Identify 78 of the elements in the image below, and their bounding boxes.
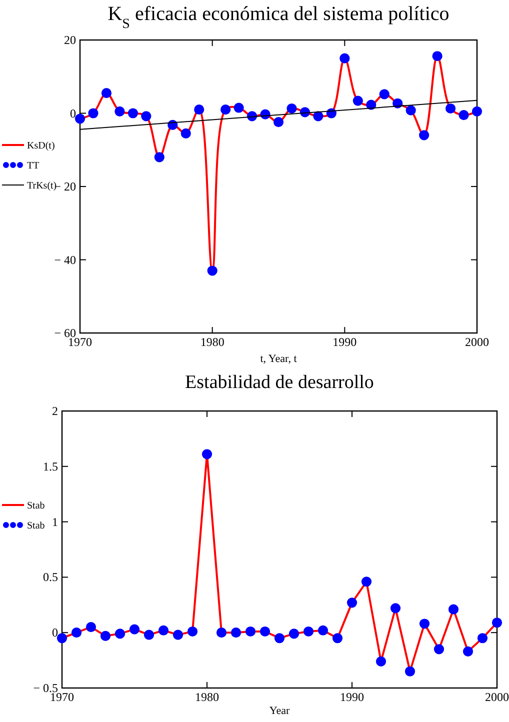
x-tick-label: 2000: [465, 335, 489, 349]
point: [286, 103, 297, 114]
point: [216, 628, 227, 638]
point: [346, 598, 358, 608]
point: [154, 152, 164, 162]
x-tick-label: 1980: [195, 690, 219, 704]
point: [56, 633, 68, 644]
y-tick-label: 1.5: [43, 459, 58, 474]
point: [472, 106, 482, 116]
point: [234, 102, 244, 113]
point: [448, 604, 459, 614]
point: [352, 96, 363, 106]
point: [144, 630, 154, 640]
legend-label: Stab: [27, 520, 45, 532]
point: [128, 108, 138, 118]
chart-title: K$_{S}$ eficacia económica del sistema político: [108, 3, 450, 32]
point: [101, 88, 112, 98]
point: [406, 105, 416, 116]
point: [492, 618, 502, 628]
point: [419, 130, 430, 140]
point: [313, 111, 324, 122]
y-tick-label: 0: [70, 106, 76, 120]
point: [260, 626, 270, 637]
point: [114, 628, 126, 639]
y-tick-label: 1: [52, 514, 58, 529]
point: [376, 656, 386, 666]
point: [194, 104, 204, 115]
y-tick-label: 0.5: [43, 570, 58, 584]
legend-label: Stab: [27, 500, 45, 512]
point: [390, 603, 401, 614]
point: [172, 630, 184, 640]
point: [379, 89, 390, 100]
x-tick-label: 2000: [485, 690, 509, 704]
point: [274, 633, 285, 644]
point: [434, 644, 444, 654]
legend-label: KsD(t): [27, 140, 55, 152]
x-axis-title: Year: [269, 705, 290, 717]
x-tick-label: 1990: [340, 690, 364, 704]
point: [114, 106, 125, 116]
chart-title: Estabilidad de desarrollo: [185, 372, 374, 393]
y-tick-label: 20: [64, 33, 76, 47]
point: [202, 449, 212, 460]
point: [303, 626, 314, 637]
point: [477, 633, 488, 644]
point: [129, 624, 140, 634]
point: [158, 625, 169, 636]
x-tick-label: 1990: [332, 335, 357, 349]
point: [141, 111, 152, 122]
point: [361, 576, 372, 587]
point: [100, 630, 111, 641]
y-tick-label: − 40: [54, 252, 76, 267]
point: [86, 622, 96, 632]
legend-label: TT: [27, 160, 40, 172]
point: [458, 110, 469, 120]
point: [340, 53, 350, 64]
legend-label: TrKs(t): [27, 180, 57, 192]
point: [88, 108, 98, 118]
x-axis-title: t, Year, t: [260, 353, 297, 365]
y-tick-label: 2: [52, 404, 58, 418]
point: [432, 51, 442, 62]
point: [318, 625, 328, 636]
point: [207, 266, 218, 276]
point: [288, 628, 300, 639]
y-tick-label: 0: [52, 626, 58, 640]
point: [419, 618, 430, 629]
point: [230, 628, 242, 638]
point: [74, 114, 86, 124]
point: [445, 103, 456, 114]
point: [187, 626, 198, 637]
point: [245, 626, 256, 637]
x-tick-label: 1980: [200, 335, 224, 349]
point: [180, 128, 191, 138]
point: [332, 633, 343, 644]
point: [220, 104, 231, 115]
point: [462, 646, 474, 656]
point: [71, 628, 82, 638]
point: [273, 117, 284, 128]
point: [404, 666, 416, 676]
